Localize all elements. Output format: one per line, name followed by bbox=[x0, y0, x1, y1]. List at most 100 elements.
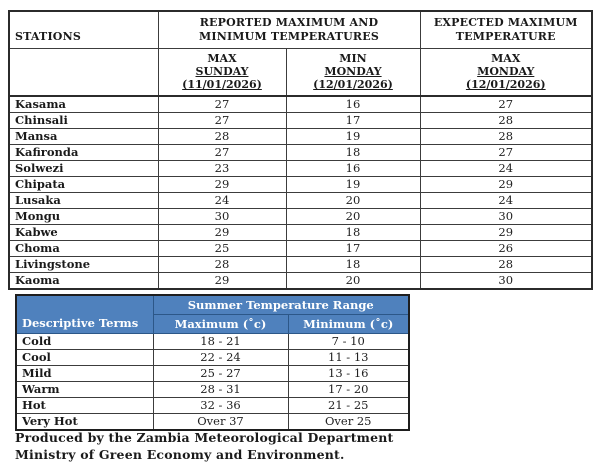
header-line: SUNDAY bbox=[195, 65, 249, 79]
table-row: Chipata 29 19 29 bbox=[8, 176, 593, 193]
maximum-column-header: Maximum (˚c) bbox=[152, 314, 289, 334]
min-monday-value: 20 bbox=[285, 208, 421, 225]
expected-max-value: 30 bbox=[419, 272, 593, 290]
station-name: Livingstone bbox=[8, 256, 159, 273]
expected-max-value: 29 bbox=[419, 176, 593, 193]
station-name: Kabwe bbox=[8, 224, 159, 241]
footer-line-1: Produced by the Zambia Meteorological De… bbox=[15, 430, 394, 445]
empty-header-cell bbox=[8, 47, 159, 97]
max-range-value: 22 - 24 bbox=[152, 349, 289, 366]
header-line: MAX bbox=[207, 52, 237, 66]
expected-max-value: 27 bbox=[419, 144, 593, 161]
max-range-value: 28 - 31 bbox=[152, 381, 289, 398]
table-row: Hot 32 - 36 21 - 25 bbox=[15, 397, 410, 414]
min-range-value: 17 - 20 bbox=[287, 381, 410, 398]
expected-temp-header: EXPECTED MAXIMUM TEMPERATURE bbox=[419, 10, 593, 49]
min-monday-value: 20 bbox=[285, 192, 421, 209]
descriptive-terms-header: Descriptive Terms bbox=[15, 294, 154, 334]
min-monday-value: 19 bbox=[285, 128, 421, 145]
station-name: Solwezi bbox=[8, 160, 159, 177]
expected-max-value: 30 bbox=[419, 208, 593, 225]
expected-max-value: 28 bbox=[419, 128, 593, 145]
table2-header-row-1: Descriptive Terms Summer Temperature Ran… bbox=[15, 294, 410, 334]
max-sunday-value: 29 bbox=[157, 272, 287, 290]
min-range-value: 11 - 13 bbox=[287, 349, 410, 366]
reported-temps-header: REPORTED MAXIMUM AND MINIMUM TEMPERATURE… bbox=[157, 10, 421, 49]
table-row: Kabwe 29 18 29 bbox=[8, 224, 593, 241]
header-line: (12/01/2026) bbox=[465, 78, 546, 92]
max-sunday-column-header: MAX SUNDAY (11/01/2026) bbox=[157, 47, 287, 97]
station-name: Kaoma bbox=[8, 272, 159, 290]
station-name: Chinsali bbox=[8, 112, 159, 129]
footer-line-2: Ministry of Green Economy and Environmen… bbox=[15, 447, 345, 462]
table-row: Chinsali 27 17 28 bbox=[8, 112, 593, 129]
descriptive-term: Very Hot bbox=[15, 413, 154, 431]
table1-header-row-2: MAX SUNDAY (11/01/2026) MIN MONDAY (12/0… bbox=[8, 47, 593, 97]
max-sunday-value: 28 bbox=[157, 256, 287, 273]
table-row: Kasama 27 16 27 bbox=[8, 95, 593, 113]
min-monday-value: 16 bbox=[285, 95, 421, 113]
descriptive-term: Cool bbox=[15, 349, 154, 366]
table-row: Cool 22 - 24 11 - 13 bbox=[15, 349, 410, 366]
station-name: Chipata bbox=[8, 176, 159, 193]
max-sunday-value: 27 bbox=[157, 112, 287, 129]
max-sunday-value: 30 bbox=[157, 208, 287, 225]
table-row: Warm 28 - 31 17 - 20 bbox=[15, 381, 410, 398]
max-range-value: Over 37 bbox=[152, 413, 289, 431]
table2-header-row-2: Maximum (˚c) Minimum (˚c) bbox=[16, 314, 410, 334]
expected-max-value: 29 bbox=[419, 224, 593, 241]
min-range-value: 13 - 16 bbox=[287, 365, 410, 382]
expected-max-value: 24 bbox=[419, 160, 593, 177]
min-range-value: Over 25 bbox=[287, 413, 410, 431]
summer-temperature-range-table: Descriptive Terms Summer Temperature Ran… bbox=[15, 294, 410, 431]
station-name: Kafironda bbox=[8, 144, 159, 161]
station-name: Lusaka bbox=[8, 192, 159, 209]
max-sunday-value: 24 bbox=[157, 192, 287, 209]
min-monday-value: 18 bbox=[285, 144, 421, 161]
max-sunday-value: 25 bbox=[157, 240, 287, 257]
table-row: Very Hot Over 37 Over 25 bbox=[15, 413, 410, 431]
max-sunday-value: 23 bbox=[157, 160, 287, 177]
min-range-value: 7 - 10 bbox=[287, 333, 410, 350]
station-name: Mansa bbox=[8, 128, 159, 145]
min-monday-column-header: MIN MONDAY (12/01/2026) bbox=[285, 47, 421, 97]
table-row: Choma 25 17 26 bbox=[8, 240, 593, 257]
footer-credit: Produced by the Zambia Meteorological De… bbox=[15, 429, 394, 463]
expected-max-value: 26 bbox=[419, 240, 593, 257]
min-monday-value: 17 bbox=[285, 112, 421, 129]
max-sunday-value: 29 bbox=[157, 224, 287, 241]
table-row: Cold 18 - 21 7 - 10 bbox=[15, 333, 410, 350]
header-line: MONDAY bbox=[477, 65, 535, 79]
min-monday-value: 19 bbox=[285, 176, 421, 193]
max-sunday-value: 27 bbox=[157, 144, 287, 161]
min-monday-value: 16 bbox=[285, 160, 421, 177]
station-name: Mongu bbox=[8, 208, 159, 225]
table-row: Kafironda 27 18 27 bbox=[8, 144, 593, 161]
max-range-value: 25 - 27 bbox=[152, 365, 289, 382]
station-name: Choma bbox=[8, 240, 159, 257]
table-row: Livingstone 28 18 28 bbox=[8, 256, 593, 273]
table-row: Mongu 30 20 30 bbox=[8, 208, 593, 225]
min-monday-value: 18 bbox=[285, 224, 421, 241]
descriptive-term: Cold bbox=[15, 333, 154, 350]
descriptive-term: Hot bbox=[15, 397, 154, 414]
max-sunday-value: 28 bbox=[157, 128, 287, 145]
stations-temperature-table: STATIONS REPORTED MAXIMUM AND MINIMUM TE… bbox=[8, 10, 593, 290]
descriptive-term: Mild bbox=[15, 365, 154, 382]
expected-max-value: 27 bbox=[419, 95, 593, 113]
expected-max-value: 24 bbox=[419, 192, 593, 209]
header-line: MONDAY bbox=[324, 65, 382, 79]
expected-max-value: 28 bbox=[419, 256, 593, 273]
min-range-value: 21 - 25 bbox=[287, 397, 410, 414]
expected-max-value: 28 bbox=[419, 112, 593, 129]
summer-range-title: Summer Temperature Range bbox=[152, 294, 410, 315]
table-row: Solwezi 23 16 24 bbox=[8, 160, 593, 177]
header-line: (12/01/2026) bbox=[313, 78, 393, 92]
table-row: Mansa 28 19 28 bbox=[8, 128, 593, 145]
min-monday-value: 20 bbox=[285, 272, 421, 290]
table-row: Mild 25 - 27 13 - 16 bbox=[15, 365, 410, 382]
stations-column-header: STATIONS bbox=[8, 10, 159, 49]
min-monday-value: 17 bbox=[285, 240, 421, 257]
table1-header-row-1: STATIONS REPORTED MAXIMUM AND MINIMUM TE… bbox=[8, 10, 593, 49]
